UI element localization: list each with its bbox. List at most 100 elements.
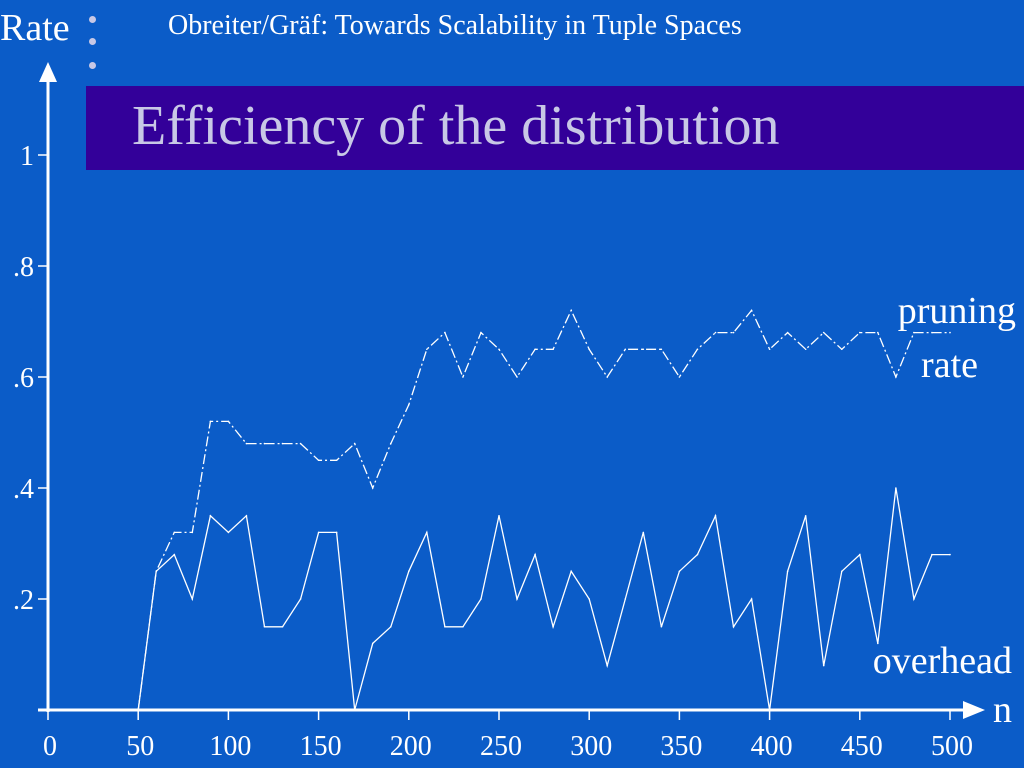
x-tick-label: 450 [841,731,883,762]
data-point [209,420,212,423]
x-tick-label: 250 [480,731,522,762]
data-point [281,625,284,628]
data-point [335,531,338,534]
data-point [732,331,735,334]
data-point [426,348,428,351]
axes [38,62,985,720]
x-tick-label: 300 [570,731,612,762]
y-tick-label: 1 [20,141,34,172]
data-point [335,459,338,462]
data-point [877,331,879,334]
y-tick-label: .6 [13,363,34,394]
data-point [191,598,194,600]
data-point [173,553,176,556]
data-point [949,553,951,556]
labels-layer: 0 50 100 150 200 250 300 350 400 450 500 .2 .4 .6 .8 1 R… [0,7,1016,762]
dot [89,16,96,23]
data-point [263,625,266,628]
x-tick-label: 500 [931,731,973,762]
data-point [462,625,464,628]
data-point [786,331,789,334]
data-point [408,570,410,573]
data-point [624,598,627,600]
data-point [895,487,897,489]
data-point [227,420,230,423]
data-point [840,348,843,351]
series-label-pruning: pruning [898,290,1016,332]
data-point [768,709,771,711]
data-point [155,570,158,573]
data-point [245,514,248,517]
data-point [642,531,645,534]
colon-dots [86,6,98,70]
data-point [750,309,753,312]
data-point [317,531,320,534]
data-point [859,331,861,334]
data-point [931,331,933,334]
data-point [353,709,356,711]
series-label-overhead: overhead [873,640,1012,682]
data-point [931,553,933,556]
y-tick-label: .8 [13,252,34,283]
data-point [191,531,194,534]
data-point [498,348,500,351]
data-point [678,376,681,378]
data-point [804,514,807,517]
data-point [714,514,717,517]
y-tick-label: .2 [13,585,34,616]
data-point [426,531,428,534]
data-point [462,376,464,378]
data-point [913,331,915,334]
data-point [534,553,536,556]
data-point [949,331,951,334]
series-line-0 [137,487,950,711]
data-point [877,642,879,645]
data-point [534,348,536,351]
x-tick-label: 200 [390,731,432,762]
dot [89,38,96,45]
x-tick-label: 350 [660,731,702,762]
x-tick-label: 0 [43,731,57,762]
data-point [516,376,518,378]
series-line-1 [137,308,950,711]
series-layer [137,308,951,711]
data-point [624,348,627,351]
data-point [552,625,554,628]
slide-title: Efficiency of the distribution [132,95,780,157]
series-label-rate: rate [921,344,978,386]
x-tick-label: 150 [300,731,342,762]
x-tick-label: 50 [126,731,154,762]
data-point [209,514,212,517]
data-point [822,664,825,667]
y-axis-arrow [39,62,57,82]
data-point [389,442,392,445]
data-point [768,348,771,351]
data-point [480,598,482,600]
y-axis-label: Rate [0,7,70,49]
data-point [750,598,753,600]
x-tick-label: 400 [751,731,793,762]
x-tick-label: 100 [209,731,251,762]
data-point [660,625,663,628]
data-point [660,348,663,351]
data-point [714,331,717,334]
data-point [678,570,681,573]
data-point [408,403,410,406]
data-point [317,459,320,462]
data-point [444,331,446,334]
data-point [137,709,139,711]
data-point [859,553,861,556]
data-point [822,331,825,334]
data-point [786,570,789,573]
data-point [732,625,735,628]
y-tick-label: .4 [13,474,34,505]
data-point [371,642,374,645]
data-point [281,442,284,445]
data-point [696,348,699,351]
data-point [552,348,554,351]
data-point [299,598,302,600]
data-point [913,598,915,600]
presentation-header: Obreiter/Gräf: Towards Scalability in Tu… [168,10,742,41]
data-point [570,570,572,573]
